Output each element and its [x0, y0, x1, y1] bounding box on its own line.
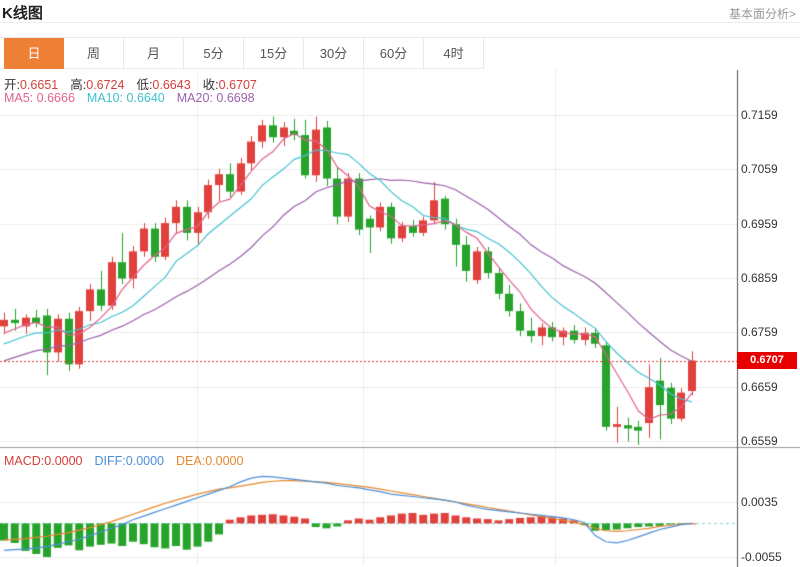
dea-value: 0.0000: [205, 454, 244, 468]
tab-day[interactable]: 日: [4, 38, 64, 69]
page-title: K线图: [2, 5, 43, 22]
high-label: 高:: [70, 78, 87, 92]
close-value: 0.6707: [218, 78, 257, 92]
chart-area: 开:0.6651 高:0.6724 低:0.6643 收:0.6707 MA5: 0.…: [0, 68, 800, 567]
y-axis-tick: 0.7059: [741, 162, 778, 177]
macd-legend: MACD:0.0000 DIFF:0.0000 DEA:0.0000: [4, 454, 243, 468]
tab-week[interactable]: 周: [64, 38, 124, 69]
y-axis-tick: 0.6659: [741, 379, 778, 394]
diff-value: 0.0000: [125, 454, 164, 468]
tab-month[interactable]: 月: [124, 38, 184, 69]
ma5-value: 0.6666: [36, 91, 75, 105]
open-label: 开:: [4, 78, 20, 92]
page-header: K线图 基本面分析>: [0, 0, 800, 23]
y-axis-tick: 0.6759: [741, 325, 778, 340]
high-value: 0.6724: [86, 78, 125, 92]
tab-5min[interactable]: 5分: [184, 38, 244, 69]
low-label: 低:: [136, 78, 153, 92]
kline-canvas[interactable]: [0, 68, 800, 567]
tab-4hour[interactable]: 4时: [424, 38, 484, 69]
ma5-label: MA5:: [4, 91, 34, 105]
fundamental-analysis-link[interactable]: 基本面分析>: [728, 7, 796, 21]
open-value: 0.6651: [19, 78, 59, 92]
y-axis-tick: 0.6959: [741, 216, 778, 231]
y-axis-tick: 0.6859: [741, 270, 778, 285]
ma10-value: 0.6640: [126, 91, 165, 105]
ma20-label: MA20:: [176, 91, 213, 105]
ohlc-legend: 开:0.6651 高:0.6724 低:0.6643 收:0.6707: [4, 74, 257, 93]
close-label: 收:: [202, 78, 219, 92]
diff-label: DIFF:: [94, 454, 126, 468]
macd-axis-tick: -0.0055: [741, 550, 782, 564]
tab-30min[interactable]: 30分: [304, 38, 364, 69]
ma-legend: MA5: 0.6666 MA10: 0.6640 MA20: 0.6698: [4, 91, 255, 105]
tab-15min[interactable]: 15分: [244, 38, 304, 69]
period-tabbar: 日 周 月 5分 15分 30分 60分 4时: [0, 37, 800, 69]
low-value: 0.6643: [152, 78, 191, 92]
tab-60min[interactable]: 60分: [364, 38, 424, 69]
macd-axis-tick: 0.0035: [741, 495, 778, 509]
macd-label: MACD:: [4, 454, 45, 468]
y-axis-tick: 0.7159: [741, 107, 778, 122]
ma20-value: 0.6698: [216, 91, 255, 105]
dea-label: DEA:: [176, 454, 206, 468]
ma10-label: MA10:: [86, 91, 124, 105]
last-price-tag: 0.6707: [737, 352, 797, 370]
macd-value: 0.0000: [44, 454, 83, 468]
y-axis-tick: 0.6559: [741, 433, 778, 448]
